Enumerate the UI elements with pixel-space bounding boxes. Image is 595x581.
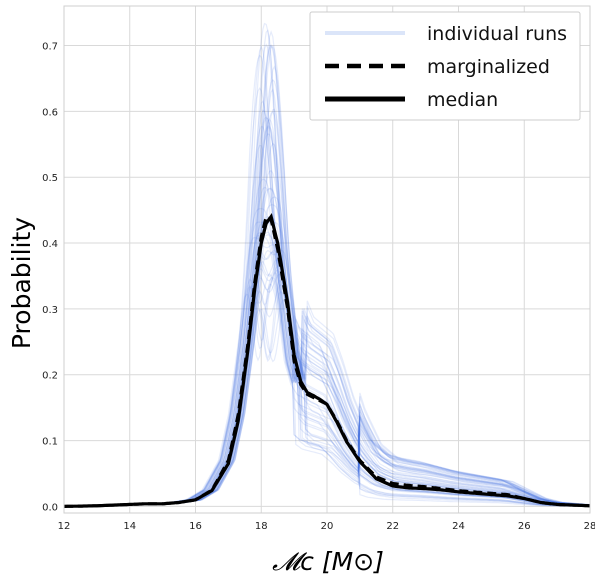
x-tick-label: 20 bbox=[321, 521, 334, 532]
legend-label-marginalized: marginalized bbox=[427, 56, 550, 78]
y-tick-label: 0.5 bbox=[42, 173, 58, 184]
x-tick-label: 22 bbox=[386, 521, 399, 532]
y-tick-label: 0.6 bbox=[42, 107, 58, 118]
y-tick-label: 0.4 bbox=[42, 239, 58, 250]
y-axis-label: Probability bbox=[7, 217, 36, 349]
summary-lines-group bbox=[64, 213, 591, 508]
y-tick-labels: 0.0 0.1 0.2 0.3 0.4 0.5 0.6 0.7 bbox=[42, 42, 58, 514]
plot-frame bbox=[63, 5, 591, 514]
legend-label-individual-runs: individual runs bbox=[427, 23, 567, 45]
y-tick-label: 0.7 bbox=[42, 42, 58, 53]
legend: individual runs marginalized median bbox=[309, 11, 581, 121]
x-tick-label: 24 bbox=[452, 521, 465, 532]
x-tick-label: 28 bbox=[584, 521, 595, 532]
x-tick-labels: 12 14 16 18 20 22 24 26 28 bbox=[58, 521, 595, 532]
x-tick-label: 14 bbox=[123, 521, 136, 532]
y-tick-label: 0.3 bbox=[42, 305, 58, 316]
x-axis-label: 𝓜c [M⊙] bbox=[272, 547, 384, 576]
legend-label-median: median bbox=[427, 89, 498, 111]
y-tick-label: 0.0 bbox=[42, 502, 58, 513]
x-tick-label: 12 bbox=[58, 521, 71, 532]
marginalized-line bbox=[64, 214, 591, 508]
legend-box bbox=[309, 11, 581, 121]
y-tick-label: 0.2 bbox=[42, 371, 58, 382]
x-tick-label: 26 bbox=[518, 521, 531, 532]
x-tick-label: 18 bbox=[255, 521, 268, 532]
x-tick-label: 16 bbox=[189, 521, 202, 532]
y-tick-label: 0.1 bbox=[42, 437, 58, 448]
